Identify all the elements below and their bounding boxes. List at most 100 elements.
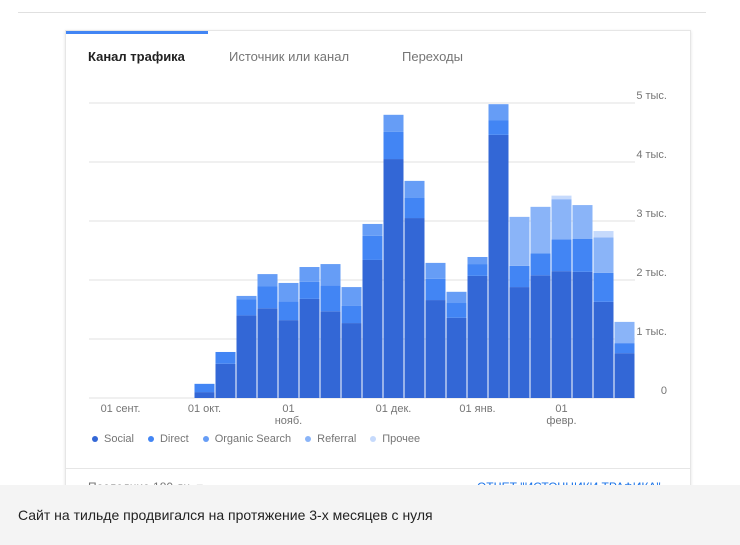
bar-segment xyxy=(236,315,257,398)
legend-item: Direct xyxy=(147,433,189,445)
legend-label: Organic Search xyxy=(214,433,292,445)
x-tick-label: 01 февр. xyxy=(546,403,577,427)
bar-segment xyxy=(572,238,593,272)
bar-segment xyxy=(236,295,257,300)
bar-segment xyxy=(383,131,404,160)
legend-swatch xyxy=(202,436,209,442)
bar-segment xyxy=(341,323,362,398)
bar-segment xyxy=(593,231,614,238)
bar-segment xyxy=(509,287,530,398)
bar-segment xyxy=(257,286,278,309)
top-divider xyxy=(18,0,706,13)
bar-segment xyxy=(530,253,551,276)
bar-segment xyxy=(404,218,425,398)
bar-segment xyxy=(383,114,404,132)
legend-swatch xyxy=(92,436,98,442)
legend-swatch xyxy=(147,436,154,442)
legend-label: Referral xyxy=(317,433,357,445)
x-tick-label: 01 окт. xyxy=(187,403,222,415)
legend-item: Referral xyxy=(305,433,356,445)
bar-segment xyxy=(341,287,362,306)
caption: Сайт на тильде продвигался на протяжение… xyxy=(18,507,433,523)
bar-segment xyxy=(320,285,341,312)
tab[interactable]: Переходы xyxy=(402,49,463,64)
y-tick-label: 4 тыс. xyxy=(636,149,667,161)
x-tick-label: 01 янв. xyxy=(459,403,496,415)
bar-segment xyxy=(446,317,467,398)
y-tick-label: 2 тыс. xyxy=(636,267,667,279)
bar-segment xyxy=(593,237,614,273)
bar-segment xyxy=(467,264,488,276)
x-tick-label: 01 дек. xyxy=(375,403,412,415)
bar-segment xyxy=(509,265,530,288)
bar-segment xyxy=(194,383,215,393)
y-tick-label: 1 тыс. xyxy=(636,326,667,338)
y-tick-label: 5 тыс. xyxy=(636,90,667,102)
x-tick-label: 01 сент. xyxy=(100,403,141,415)
bar-segment xyxy=(551,199,572,240)
bar-segment xyxy=(320,264,341,286)
y-tick-label: 3 тыс. xyxy=(636,208,667,220)
legend-item: Organic Search xyxy=(202,433,292,445)
chart: 0 1 тыс. 2 тыс. 3 тыс. 4 тыс. 5 тыс. xyxy=(89,90,667,399)
analytics-card: Канал трафика Источник или канал Переход… xyxy=(65,30,691,502)
bar-segment xyxy=(278,320,299,398)
legend-item: Прочее xyxy=(370,433,420,445)
bar-segment xyxy=(362,235,383,260)
bar-segment xyxy=(194,392,215,398)
bar-segment xyxy=(299,298,320,398)
bar-segment xyxy=(257,274,278,287)
bar-segment xyxy=(425,262,446,279)
legend-label: Social xyxy=(104,433,134,445)
bar-segment xyxy=(488,104,509,121)
bar-segment xyxy=(551,239,572,272)
caption-background xyxy=(0,485,740,545)
active-tab-indicator xyxy=(66,31,208,34)
bar-segment xyxy=(572,205,593,239)
bar-segment xyxy=(425,300,446,398)
bar-segment xyxy=(425,278,446,301)
bar-segment xyxy=(530,206,551,254)
bar-segment xyxy=(257,308,278,398)
bar-segment xyxy=(488,134,509,399)
bar-segment xyxy=(593,301,614,398)
tab[interactable]: Источник или канал xyxy=(229,49,350,64)
bar-segment xyxy=(530,275,551,398)
bar-segment xyxy=(614,353,635,398)
bar-segment xyxy=(362,223,383,236)
legend-label: Прочее xyxy=(382,433,421,445)
bar-segment xyxy=(404,197,425,219)
bar-segment xyxy=(215,351,236,364)
bar-segment xyxy=(446,291,467,304)
bar-segment xyxy=(278,282,299,302)
bar-segment xyxy=(509,216,530,266)
legend-swatch xyxy=(370,436,377,442)
x-tick-label: 01 нояб. xyxy=(274,403,303,427)
bar-segment xyxy=(614,343,635,354)
bar-segment xyxy=(467,275,488,398)
bar-segment xyxy=(215,363,236,398)
bar-segment xyxy=(299,267,320,282)
bar-segment xyxy=(446,303,467,318)
bar-segment xyxy=(467,256,488,265)
bar-segment xyxy=(488,120,509,135)
divider xyxy=(66,468,690,469)
bar-segment xyxy=(614,321,635,344)
bar-segment xyxy=(593,272,614,302)
legend: Social Direct Organic Search Referral Прочее xyxy=(92,433,420,445)
bar-segment xyxy=(278,301,299,321)
legend-swatch xyxy=(305,436,312,442)
y-tick-label: 0 xyxy=(661,385,667,397)
legend-label: Direct xyxy=(159,433,189,445)
bar-segment xyxy=(299,281,320,299)
bar-segment xyxy=(236,299,257,316)
legend-item: Social xyxy=(92,433,134,445)
bar-segment xyxy=(383,159,404,398)
bar-segment xyxy=(551,271,572,398)
bar-segment xyxy=(341,305,362,324)
bar-segment xyxy=(572,271,593,398)
tab[interactable]: Канал трафика xyxy=(88,49,185,64)
bar-segment xyxy=(404,180,425,198)
bar-segment xyxy=(551,195,572,200)
